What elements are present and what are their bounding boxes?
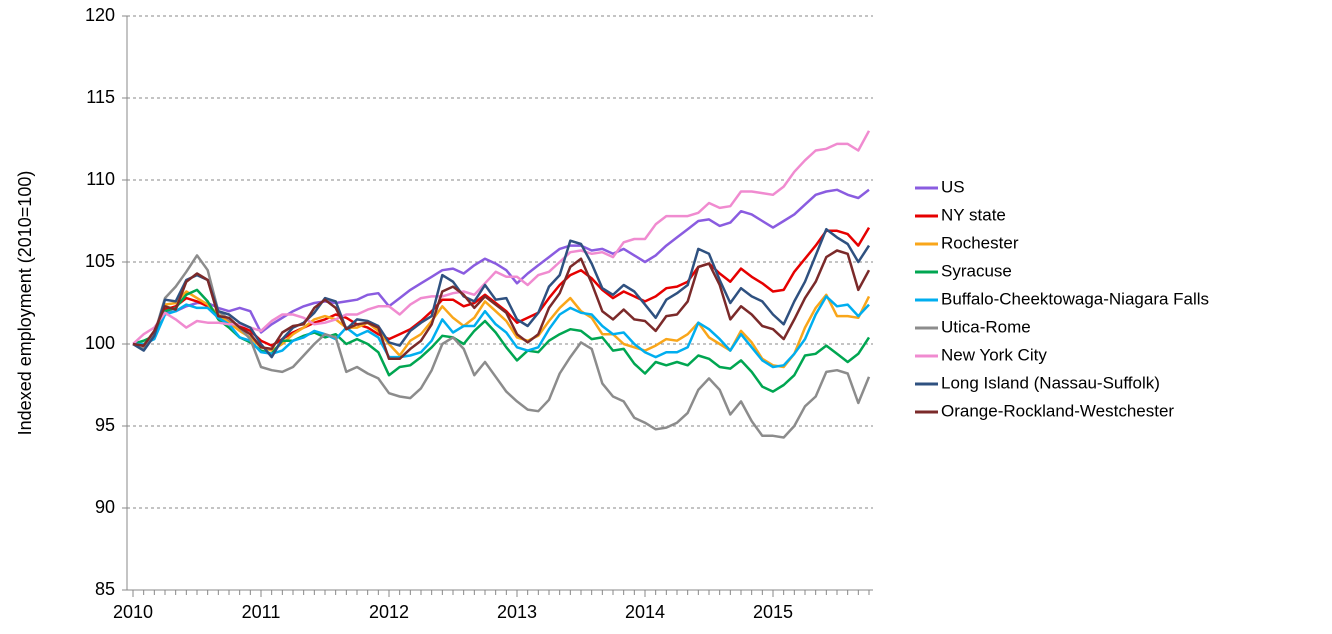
series-line: [132, 249, 871, 361]
x-tick-label: 2012: [369, 602, 409, 622]
legend-label: NY state: [941, 205, 1006, 224]
legend-label: Rochester: [941, 233, 1019, 252]
legend-label: Orange-Rockland-Westchester: [941, 401, 1174, 420]
x-tick-label: 2010: [113, 602, 153, 622]
legend-label: Long Island (Nassau-Suffolk): [941, 373, 1160, 392]
series-line: [133, 295, 870, 369]
y-tick-label: 90: [95, 497, 115, 517]
x-tick-label: 2015: [753, 602, 793, 622]
legend-label: New York City: [941, 345, 1047, 364]
series-line: [132, 288, 871, 393]
y-tick-label: 85: [95, 579, 115, 599]
y-axis-label: Indexed employment (2010=100): [15, 171, 35, 436]
series-line: [132, 188, 870, 349]
legend-label: US: [941, 177, 965, 196]
y-tick-label: 100: [85, 333, 115, 353]
series-line: [132, 227, 871, 359]
y-tick-label: 115: [86, 87, 115, 107]
legend-label: Utica-Rome: [941, 317, 1031, 336]
y-tick-label: 120: [85, 5, 115, 25]
series-line: [132, 130, 871, 345]
legend-label: Buffalo-Cheektowaga-Niagara Falls: [941, 289, 1209, 308]
y-tick-label: 110: [86, 169, 115, 189]
y-tick-label: 95: [95, 415, 115, 435]
legend-label: Syracuse: [941, 261, 1012, 280]
x-tick-label: 2014: [625, 602, 665, 622]
series-line: [132, 254, 871, 439]
y-tick-label: 105: [85, 251, 115, 271]
x-tick-label: 2011: [242, 602, 281, 622]
x-tick-label: 2013: [497, 602, 537, 622]
